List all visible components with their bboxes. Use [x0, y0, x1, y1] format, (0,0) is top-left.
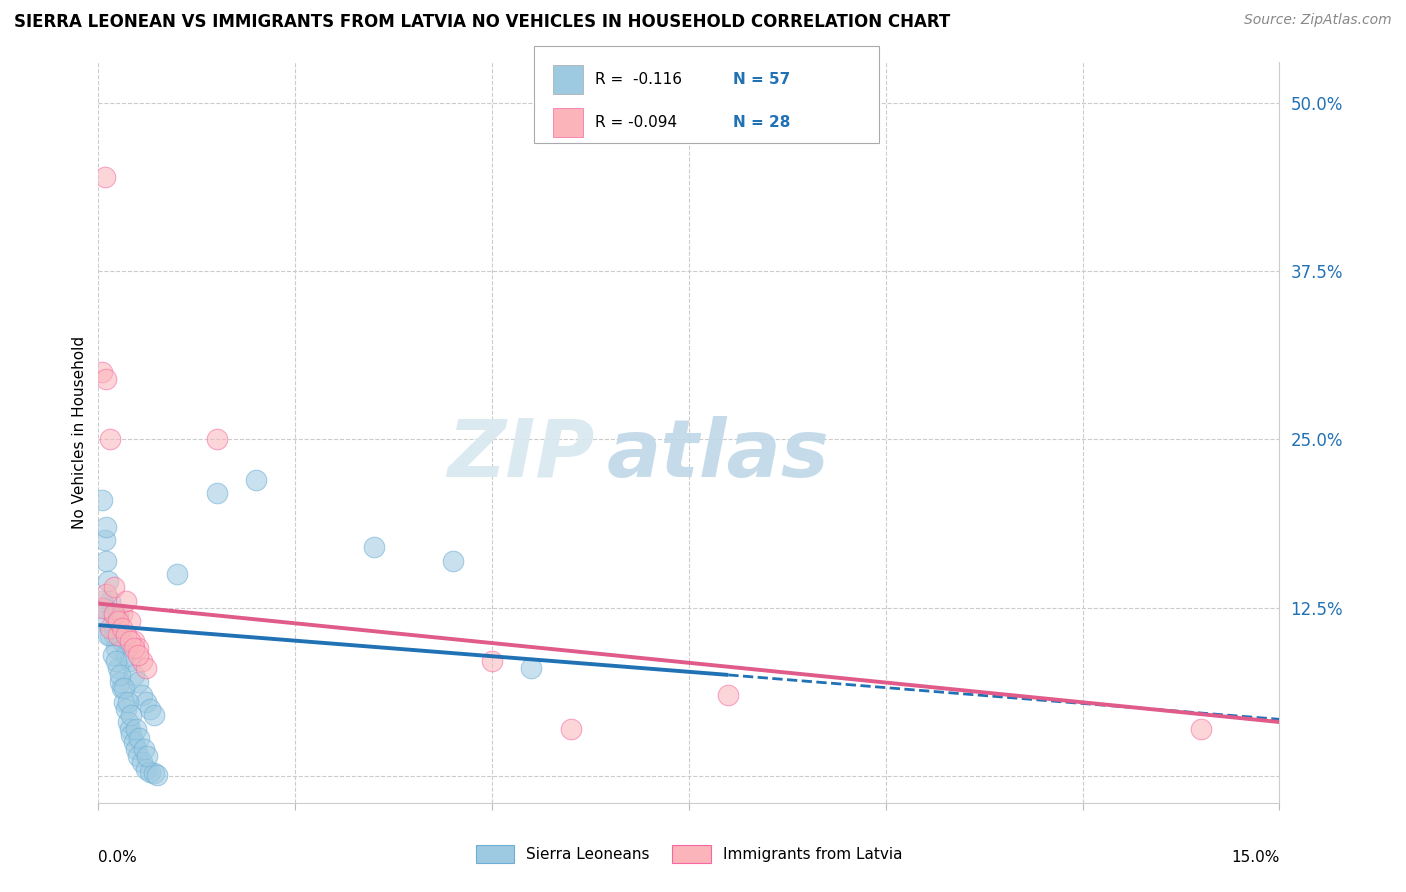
Point — [96, 587, 118, 601]
Point — [128, 731, 150, 746]
Point — [118, 614, 141, 628]
Point — [98, 627, 121, 641]
Point — [122, 634, 145, 648]
Text: N = 57: N = 57 — [733, 72, 790, 87]
Point — [98, 621, 121, 635]
Point — [110, 674, 132, 689]
Point — [115, 627, 138, 641]
Point — [91, 492, 114, 507]
Point — [118, 722, 141, 736]
Point — [103, 607, 125, 622]
Point — [111, 621, 134, 635]
Text: N = 28: N = 28 — [733, 115, 790, 130]
Point — [135, 695, 157, 709]
Point — [93, 533, 115, 548]
Text: R =  -0.116: R = -0.116 — [595, 72, 682, 87]
Point — [131, 756, 153, 770]
Point — [520, 661, 543, 675]
Point — [441, 553, 464, 567]
Point — [127, 640, 149, 655]
Point — [111, 634, 134, 648]
Point — [115, 701, 138, 715]
Point — [122, 668, 145, 682]
Point — [103, 621, 125, 635]
Point — [205, 486, 228, 500]
Point — [131, 688, 153, 702]
Point — [717, 688, 740, 702]
Point — [98, 433, 121, 447]
Point — [132, 742, 155, 756]
Point — [115, 594, 138, 608]
Point — [104, 640, 127, 655]
Point — [111, 607, 134, 622]
Point — [142, 708, 165, 723]
Point — [125, 722, 148, 736]
Point — [112, 695, 135, 709]
Point — [363, 540, 385, 554]
Point — [560, 722, 582, 736]
Point — [118, 634, 141, 648]
Point — [135, 661, 157, 675]
Point — [131, 655, 153, 669]
Point — [110, 668, 132, 682]
Legend: Sierra Leoneans, Immigrants from Latvia: Sierra Leoneans, Immigrants from Latvia — [470, 839, 908, 869]
Point — [166, 566, 188, 581]
Point — [481, 655, 503, 669]
Point — [97, 627, 120, 641]
Point — [117, 695, 139, 709]
Point — [111, 681, 134, 696]
Point — [245, 473, 267, 487]
Point — [96, 614, 118, 628]
Point — [98, 594, 121, 608]
Point — [117, 714, 139, 729]
Point — [91, 594, 114, 608]
Text: R = -0.094: R = -0.094 — [595, 115, 676, 130]
Point — [107, 627, 129, 641]
Point — [101, 648, 124, 662]
Point — [104, 655, 127, 669]
Point — [142, 766, 165, 780]
Point — [146, 767, 169, 781]
Point — [96, 520, 118, 534]
Point — [136, 748, 159, 763]
Point — [1189, 722, 1212, 736]
Point — [93, 169, 115, 184]
Point — [107, 607, 129, 622]
Point — [96, 372, 118, 386]
Point — [118, 655, 141, 669]
Point — [127, 674, 149, 689]
Point — [91, 365, 114, 379]
Point — [121, 729, 143, 743]
Y-axis label: No Vehicles in Household: No Vehicles in Household — [72, 336, 87, 529]
Point — [96, 553, 118, 567]
Point — [115, 648, 138, 662]
Text: Source: ZipAtlas.com: Source: ZipAtlas.com — [1244, 13, 1392, 28]
Text: 15.0%: 15.0% — [1232, 850, 1279, 865]
Point — [205, 433, 228, 447]
Point — [135, 762, 157, 776]
Point — [93, 600, 115, 615]
Point — [107, 614, 129, 628]
Point — [107, 661, 129, 675]
Point — [97, 574, 120, 588]
Text: SIERRA LEONEAN VS IMMIGRANTS FROM LATVIA NO VEHICLES IN HOUSEHOLD CORRELATION CH: SIERRA LEONEAN VS IMMIGRANTS FROM LATVIA… — [14, 13, 950, 31]
Point — [127, 748, 149, 763]
Point — [103, 627, 125, 641]
Text: ZIP: ZIP — [447, 416, 595, 494]
Point — [125, 742, 148, 756]
Point — [91, 600, 114, 615]
Point — [138, 764, 160, 779]
Point — [138, 701, 160, 715]
Text: atlas: atlas — [606, 416, 830, 494]
Point — [122, 640, 145, 655]
Point — [121, 708, 143, 723]
Point — [122, 735, 145, 749]
Point — [112, 681, 135, 696]
Point — [127, 648, 149, 662]
Text: 0.0%: 0.0% — [98, 850, 138, 865]
Point — [103, 581, 125, 595]
Point — [101, 607, 124, 622]
